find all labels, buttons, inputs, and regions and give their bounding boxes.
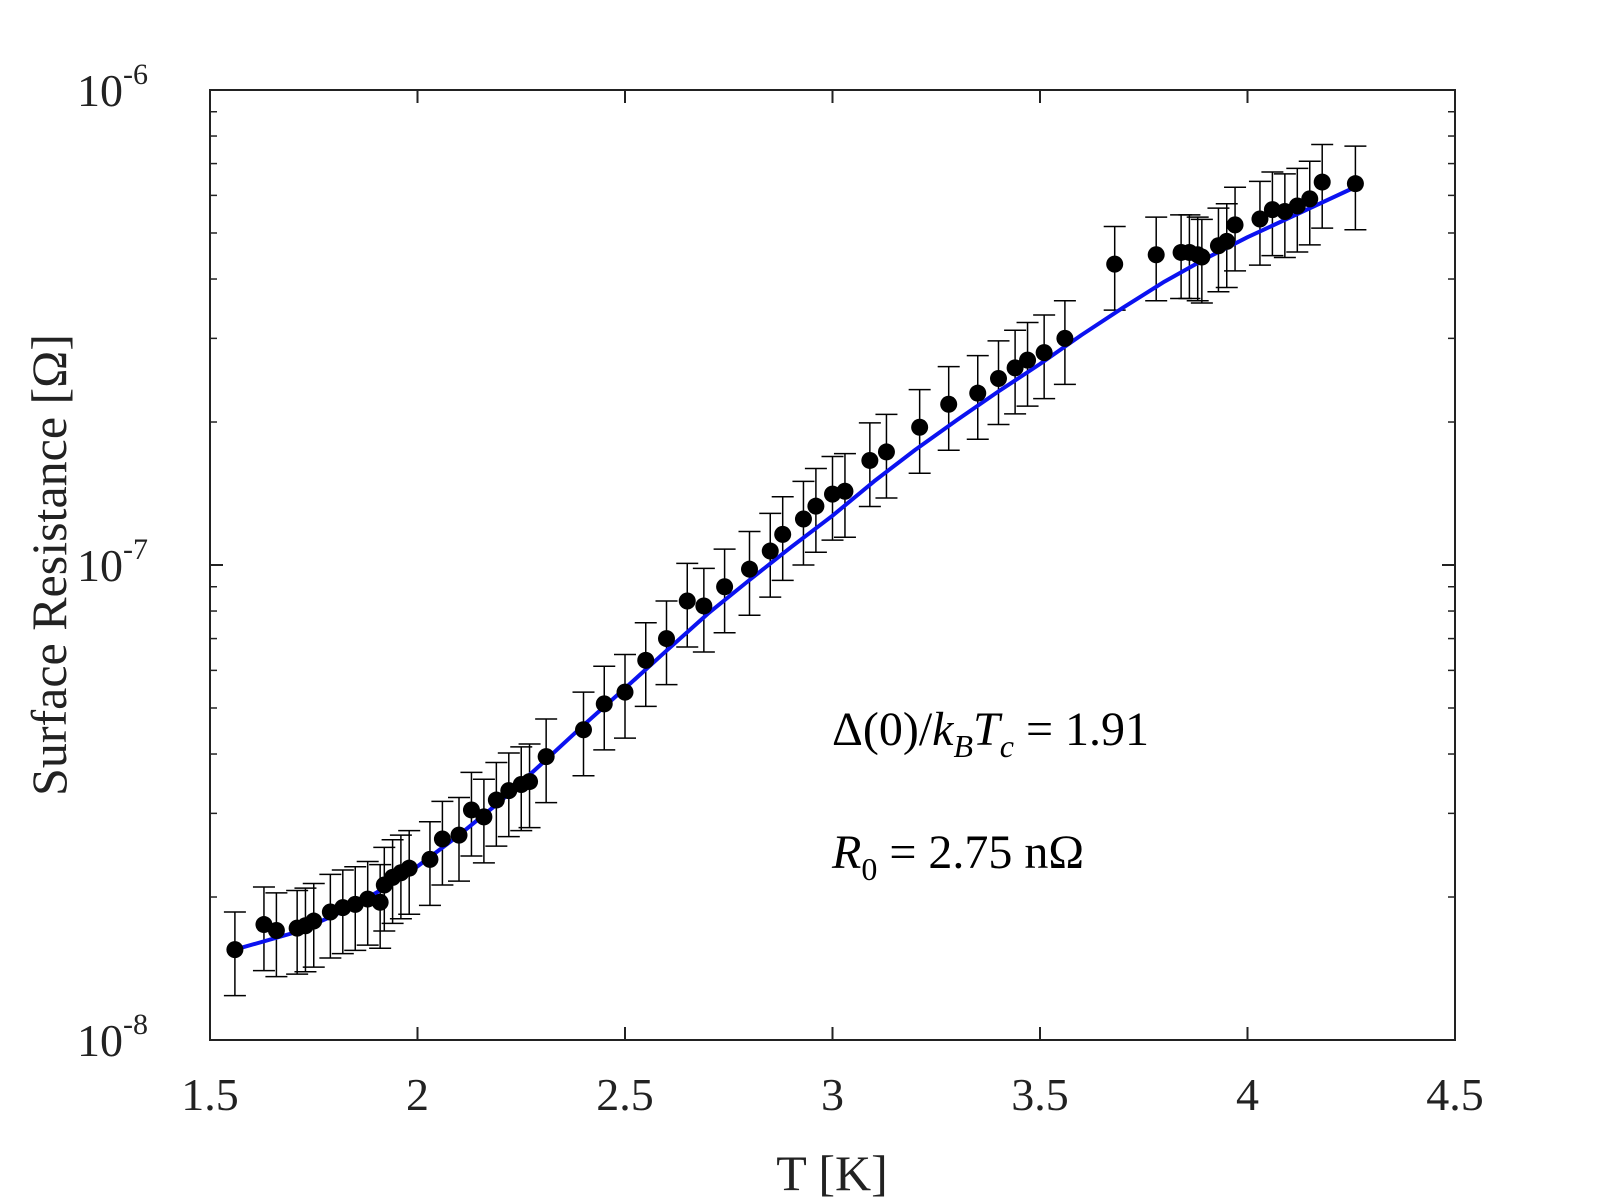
data-point (226, 941, 244, 959)
x-tick-label: 4.5 (1426, 1069, 1484, 1120)
data-point (940, 395, 958, 413)
y-tick-label-base: 10 (77, 540, 123, 591)
y-axis-label: Surface Resistance [Ω] (21, 334, 77, 796)
y-tick-labels: 10-810-710-6 (77, 58, 148, 1066)
residual-r: R (831, 826, 861, 879)
data-point (1218, 232, 1236, 250)
data-point (616, 683, 634, 701)
data-point (421, 850, 439, 868)
x-tick-label: 3.5 (1011, 1069, 1069, 1120)
data-point (305, 912, 323, 930)
data-point (1056, 329, 1074, 347)
data-point (911, 418, 929, 436)
data-point (1263, 201, 1281, 219)
data-point (1226, 216, 1244, 234)
data-point (990, 369, 1007, 387)
data-point (433, 830, 451, 848)
y-tick-label-base: 10 (77, 1015, 123, 1066)
data-point (462, 801, 480, 819)
y-tick-label: 10-6 (77, 58, 148, 116)
data-point (537, 748, 555, 766)
y-tick-label-exponent: -7 (123, 533, 148, 566)
data-point (267, 922, 285, 940)
data-point (794, 510, 812, 528)
data-point (716, 578, 734, 596)
tick-layer (209, 89, 1456, 1041)
data-point (575, 721, 592, 739)
data-point (1313, 173, 1331, 191)
data-point (1035, 344, 1053, 362)
residual-resistance-annotation: R0 = 2.75 nΩ (831, 826, 1084, 887)
data-point (761, 542, 779, 560)
x-tick-labels: 1.5 2 2.5 3 3.5 4 4.5 (181, 1069, 1484, 1120)
gap-ratio-prefix: Δ(0)/ (832, 703, 933, 756)
data-point (1301, 190, 1319, 208)
data-point (487, 791, 505, 809)
gap-ratio-k: k (932, 703, 955, 756)
x-tick-label: 3 (821, 1069, 844, 1120)
data-point (1147, 246, 1165, 264)
y-tick-label: 10-8 (77, 1008, 148, 1066)
data-point (1288, 197, 1306, 215)
point-layer (226, 173, 1364, 959)
data-point (678, 592, 696, 610)
data-point (774, 525, 792, 543)
data-point (400, 859, 418, 877)
residual-value: = 2.75 nΩ (877, 826, 1084, 879)
gap-ratio-annotation: Δ(0)/kBTc = 1.91 (832, 703, 1149, 764)
data-point (450, 826, 468, 844)
data-point (695, 597, 713, 615)
data-point (371, 893, 389, 911)
x-tick-label: 1.5 (181, 1069, 239, 1120)
data-point (969, 384, 987, 402)
data-point (475, 808, 493, 826)
x-tick-label: 2 (406, 1069, 429, 1120)
data-point (807, 497, 825, 515)
data-point (1251, 210, 1269, 228)
y-tick-label: 10-7 (77, 533, 148, 591)
data-point (595, 695, 613, 713)
data-point (836, 482, 854, 500)
gap-ratio-k-sub: B (953, 728, 973, 764)
data-point (1106, 255, 1124, 273)
data-point (741, 560, 758, 578)
x-tick-label: 4 (1236, 1069, 1259, 1120)
data-point (877, 443, 895, 461)
residual-r-sub: 0 (861, 851, 877, 887)
data-point (1019, 351, 1037, 369)
y-tick-label-exponent: -6 (123, 58, 148, 91)
x-tick-label: 2.5 (596, 1069, 654, 1120)
gap-ratio-t: T (973, 703, 1003, 756)
x-axis-label: T [K] (776, 1145, 888, 1200)
data-point (1006, 359, 1024, 377)
gap-ratio-t-sub: c (1000, 728, 1014, 764)
data-point (521, 773, 539, 791)
gap-ratio-value: = 1.91 (1014, 703, 1149, 756)
data-point (1346, 175, 1364, 193)
data-point (637, 651, 655, 669)
y-tick-label-exponent: -8 (123, 1008, 148, 1041)
y-tick-label-base: 10 (77, 65, 123, 116)
data-point (861, 451, 879, 469)
data-point (658, 630, 675, 648)
data-point (1193, 248, 1211, 266)
